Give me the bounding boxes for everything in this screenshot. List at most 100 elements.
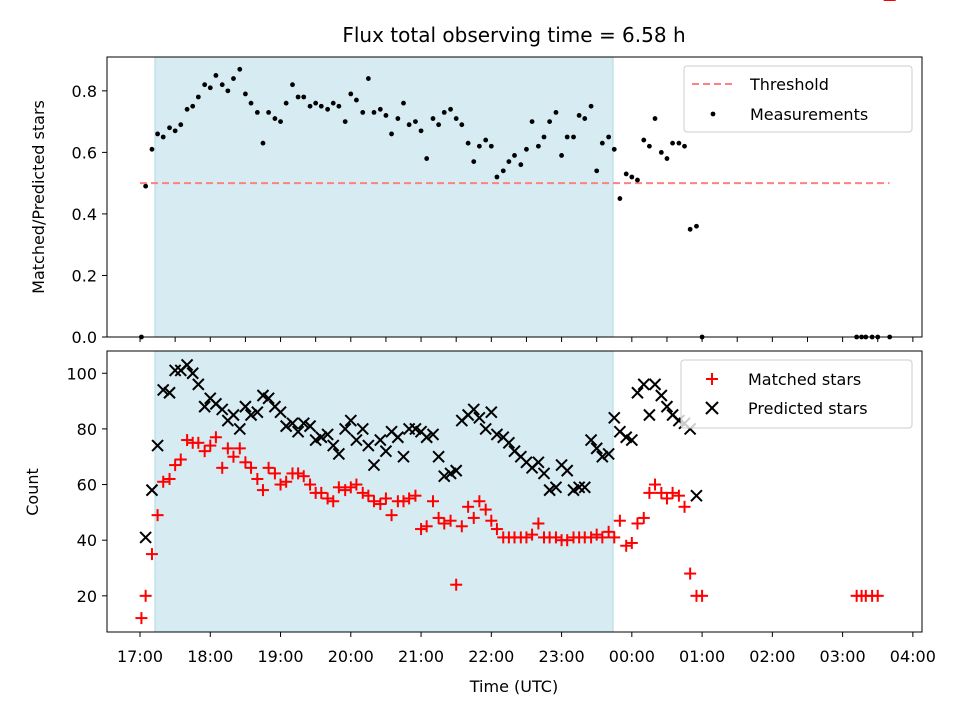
matched-stars-point [678,500,691,513]
measurement-point [371,109,377,115]
measurement-point [190,103,196,109]
matched-stars-point [280,475,293,488]
measurement-point [401,100,406,106]
measurement-point [459,122,465,128]
predicted-stars-point [338,422,352,436]
x-axis-label: Time (UTC) [469,677,558,696]
measurement-point [406,122,412,128]
matched-stars-point [135,612,148,625]
measurement-point [682,143,687,149]
matched-stars-point [672,489,685,502]
measurement-point [313,100,319,106]
x-stroke-b [555,458,568,472]
matched-stars-point [169,459,182,472]
matched-stars-point [631,517,644,530]
bottom-panel: 20 40 60 80 100 17:00 18:00 19:00 20:00 21:00 22:… [23,0,936,696]
x-stroke-b [262,392,275,405]
predicted-stars-point [297,417,310,430]
x-stroke-b [508,444,521,458]
predicted-stars-point [596,450,609,463]
matched-stars-point [297,470,310,483]
matched-stars-legend-marker [706,373,718,385]
predicted-stars-point [637,378,650,391]
x-stroke-b [655,389,668,402]
matched-stars-point [438,517,451,530]
x-stroke-b [467,403,480,416]
x-stroke-b [327,439,340,452]
x-stroke-b [449,464,463,477]
measurement-point [149,146,155,152]
x-stroke-b [209,397,223,411]
measurement-point [348,91,354,97]
x-stroke-b [156,383,170,397]
x-stroke-b [409,422,422,436]
x-stroke-b [690,489,703,502]
predicted-stars-point [479,422,492,436]
measurement-point [518,162,524,168]
matched-stars-point [315,486,328,499]
matched-stars-point [455,520,468,533]
legend-label-measurements: Measurements [750,105,868,124]
measurement-point [307,103,313,109]
x-stroke-b [291,425,305,438]
x-stroke-b [613,425,627,438]
x-stroke-b [279,419,293,433]
bottom-y-label: Count [23,468,42,516]
measurement-point [395,116,401,121]
x-stroke-b [374,433,387,447]
bottom-x-ticks: 17:00 18:00 19:00 20:00 21:00 22:00 23:00 00:00… [117,632,936,666]
predicted-stars-point [315,431,328,444]
measurement-point [278,119,283,125]
x-stroke-b [625,433,639,447]
x-tick-label: 02:00 [749,647,795,666]
x-stroke-b [660,400,674,413]
matched-stars-point [321,492,334,505]
x-stroke-b [297,417,310,430]
predicted-stars-point [227,408,240,422]
matched-stars-point [666,486,679,499]
matched-stars-point [292,467,305,480]
matched-stars-point [221,442,234,455]
x-stroke-b [332,447,346,461]
predicted-stars-point [543,483,556,497]
top-y-tick-label: 0.4 [72,205,97,224]
x-stroke-b [537,467,551,480]
x-stroke-b [543,483,556,497]
top-y-tick-label: 0.0 [72,328,97,347]
measurement-point [441,109,447,115]
matched-stars-point [602,525,615,538]
predicted-stars-point [449,464,463,477]
matched-stars-point [239,456,252,469]
x-stroke-b [420,431,433,444]
measurement-point [483,137,489,143]
predicted-stars-point [327,439,340,452]
matched-stars-point [385,509,398,522]
measurement-point [167,125,172,131]
matched-stars-point [655,486,668,499]
measurement-point [254,109,260,115]
matched-stars-point [304,478,317,491]
matched-stars-point [520,531,533,544]
predicted-stars-point [274,406,287,419]
matched-stars-point [596,531,609,544]
measurement-point [266,109,271,115]
x-stroke-b [274,406,287,419]
matched-stars-point [379,492,392,505]
measurement-point [365,76,371,81]
predicted-stars-point [643,408,656,422]
x-stroke-b [139,531,152,544]
x-stroke-b [321,428,334,441]
top-x-ticks [139,337,914,342]
measurement-point [155,131,160,137]
matched-stars-point [696,589,709,602]
predicted-stars-point [578,481,591,494]
x-stroke-b [338,422,352,436]
x-tick-label: 23:00 [539,647,585,666]
matched-stars-point [157,475,170,488]
matched-stars-point [397,495,410,508]
bottom-marks [135,0,896,625]
x-stroke-b [268,400,282,413]
top-marks [139,66,893,340]
matched-stars-point [145,548,158,561]
legend-label-predicted-stars: Predicted stars [748,399,868,418]
